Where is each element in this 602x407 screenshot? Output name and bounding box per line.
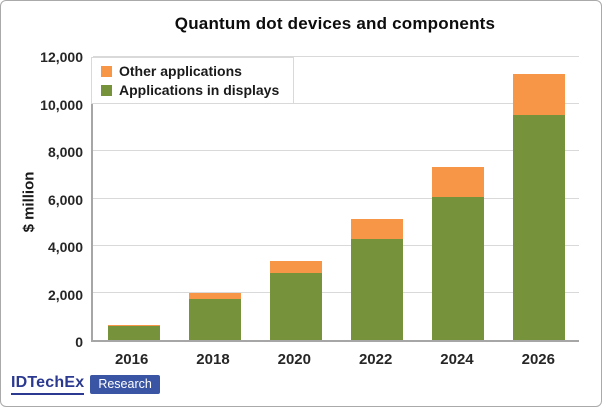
gridline [93, 103, 579, 105]
bar-group-2018 [174, 57, 255, 340]
gridline [93, 150, 579, 152]
bar-segment [269, 272, 322, 340]
bar-segment [512, 114, 565, 340]
y-tick-label: 10,000 [40, 96, 83, 113]
bar-group-2016 [93, 57, 174, 340]
plot-area: Other applications Applications in displa… [91, 56, 579, 342]
bar-stack [431, 57, 484, 340]
x-axis-tick-labels: 2016 2018 2020 2022 2024 2026 [91, 351, 579, 368]
x-tick-label: 2018 [196, 351, 230, 368]
y-axis-tick-labels: 0 2,000 4,000 6,000 8,000 10,000 12,000 [1, 50, 83, 349]
bar-stack [512, 57, 565, 340]
legend-item: Other applications [101, 63, 279, 79]
bar-group-2020 [255, 57, 336, 340]
idtechex-wordmark: IDTechEx [11, 374, 85, 395]
x-tick-label: 2024 [440, 351, 474, 368]
bar-stack [269, 57, 322, 340]
legend-swatch-icon [101, 65, 112, 77]
bar-group-2024 [417, 57, 498, 340]
x-tick-label: 2022 [358, 351, 393, 368]
bar-stack [188, 57, 241, 340]
legend: Other applications Applications in displa… [91, 57, 295, 104]
bar-stack [107, 57, 160, 340]
gridline [93, 197, 579, 199]
x-tick-label: 2016 [114, 351, 149, 368]
legend-swatch-icon [101, 84, 112, 96]
bar-segment [431, 166, 484, 198]
legend-item: Applications in displays [101, 82, 279, 98]
bar-segment [188, 298, 241, 340]
legend-label: Applications in displays [119, 82, 280, 98]
bar-segment [269, 261, 322, 273]
bar-segment [107, 325, 160, 326]
x-tick-label: 2020 [277, 351, 311, 368]
y-tick-label: 8,000 [47, 144, 83, 160]
legend-label: Other applications [119, 63, 242, 79]
bar-group-2026 [498, 57, 579, 340]
y-tick-label: 4,000 [47, 239, 83, 255]
gridline [93, 56, 579, 57]
y-tick-label: 6,000 [47, 191, 83, 208]
gridline [93, 291, 579, 293]
research-badge: Research [90, 375, 160, 394]
bar-segment [350, 238, 403, 340]
bar-stack [350, 57, 403, 340]
x-tick-label: 2026 [521, 351, 555, 368]
bar-segment [431, 197, 484, 340]
bar-segment [350, 218, 403, 239]
gridline [93, 244, 579, 246]
bar-segment [107, 325, 160, 340]
bar-segment [512, 73, 565, 115]
y-tick-label: 2,000 [47, 286, 83, 303]
bars [93, 57, 579, 340]
bar-segment [188, 292, 241, 299]
bar-group-2022 [336, 57, 417, 340]
chart-title: Quantum dot devices and components [174, 14, 496, 33]
y-tick-label: 0 [75, 334, 83, 350]
idtechex-logo: IDTechEx Research [11, 374, 160, 395]
y-tick-label: 12,000 [40, 49, 83, 65]
